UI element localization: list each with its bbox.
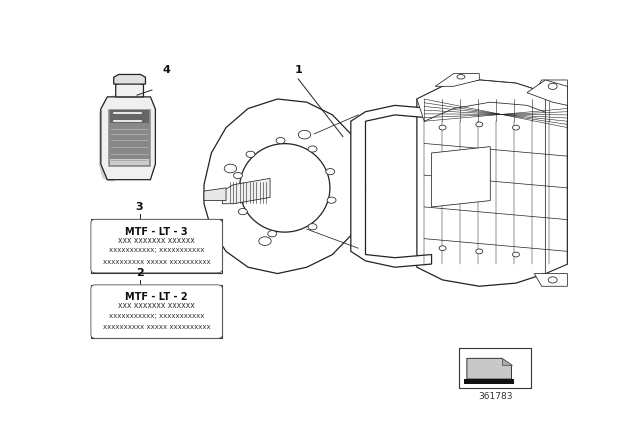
Polygon shape xyxy=(502,358,511,365)
Polygon shape xyxy=(465,379,514,384)
Ellipse shape xyxy=(246,151,255,157)
Text: 4: 4 xyxy=(163,65,171,75)
Text: xxx xxxxxxx xxxxxx: xxx xxxxxxx xxxxxx xyxy=(118,302,195,310)
Ellipse shape xyxy=(457,74,465,79)
Text: MTF - LT - 2: MTF - LT - 2 xyxy=(125,293,188,302)
Text: xxxxxxxxxxx; xxxxxxxxxxx: xxxxxxxxxxx; xxxxxxxxxxx xyxy=(109,313,204,319)
Polygon shape xyxy=(204,99,365,274)
Polygon shape xyxy=(545,93,568,274)
Polygon shape xyxy=(431,146,490,207)
Ellipse shape xyxy=(259,237,271,246)
Polygon shape xyxy=(222,178,270,204)
Ellipse shape xyxy=(513,125,520,130)
FancyBboxPatch shape xyxy=(91,220,222,273)
FancyBboxPatch shape xyxy=(91,220,222,273)
Polygon shape xyxy=(534,80,568,93)
Text: 3: 3 xyxy=(136,202,143,212)
Text: xxxxxxxxxx xxxxx xxxxxxxxxx: xxxxxxxxxx xxxxx xxxxxxxxxx xyxy=(103,258,211,265)
Polygon shape xyxy=(467,358,511,379)
FancyBboxPatch shape xyxy=(460,348,531,388)
Ellipse shape xyxy=(268,231,276,237)
Polygon shape xyxy=(417,80,568,286)
Polygon shape xyxy=(110,110,149,123)
Ellipse shape xyxy=(224,164,237,173)
Polygon shape xyxy=(204,188,226,201)
Text: 2: 2 xyxy=(136,268,143,278)
Ellipse shape xyxy=(548,83,557,90)
Ellipse shape xyxy=(298,130,311,139)
Ellipse shape xyxy=(239,144,330,232)
Text: 1: 1 xyxy=(294,65,302,75)
Polygon shape xyxy=(435,73,479,86)
Ellipse shape xyxy=(308,224,317,230)
Ellipse shape xyxy=(326,168,335,175)
Ellipse shape xyxy=(234,172,243,179)
Polygon shape xyxy=(534,274,568,286)
Ellipse shape xyxy=(439,246,446,250)
Ellipse shape xyxy=(327,197,336,203)
Polygon shape xyxy=(110,159,149,165)
Text: 361783: 361783 xyxy=(478,392,513,401)
Polygon shape xyxy=(527,80,568,105)
Ellipse shape xyxy=(548,277,557,283)
Text: xxxxxxxxxxx; xxxxxxxxxxx: xxxxxxxxxxx; xxxxxxxxxxx xyxy=(109,247,204,253)
Polygon shape xyxy=(417,80,568,121)
Ellipse shape xyxy=(476,122,483,127)
FancyBboxPatch shape xyxy=(91,285,222,338)
Ellipse shape xyxy=(238,208,247,215)
Polygon shape xyxy=(101,97,156,180)
Ellipse shape xyxy=(308,146,317,152)
Ellipse shape xyxy=(476,249,483,254)
Ellipse shape xyxy=(513,252,520,257)
Polygon shape xyxy=(351,105,431,267)
Polygon shape xyxy=(99,95,115,181)
Text: xxx xxxxxxx xxxxxx: xxx xxxxxxx xxxxxx xyxy=(118,236,195,245)
Ellipse shape xyxy=(439,125,446,130)
Polygon shape xyxy=(108,109,150,166)
Text: MTF - LT - 3: MTF - LT - 3 xyxy=(125,227,188,237)
FancyBboxPatch shape xyxy=(91,285,222,338)
Ellipse shape xyxy=(276,138,285,144)
Text: xxxxxxxxxx xxxxx xxxxxxxxxx: xxxxxxxxxx xxxxx xxxxxxxxxx xyxy=(103,324,211,330)
Polygon shape xyxy=(116,83,143,97)
Polygon shape xyxy=(114,74,145,84)
